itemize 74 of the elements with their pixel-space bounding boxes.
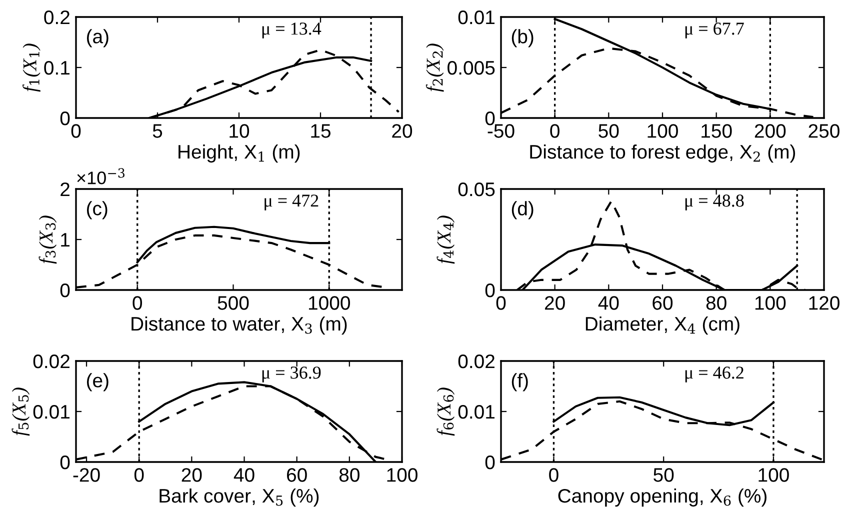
x-tick-label: 15 <box>311 124 330 138</box>
x-tick-label: 150 <box>702 124 732 138</box>
annotation: μ = 48.8 <box>685 194 744 210</box>
x-tick-label: 120 <box>809 296 840 310</box>
x-tick-label: 60 <box>652 296 673 310</box>
x-tick-label: -20 <box>73 468 100 482</box>
x-tick-label: -50 <box>488 124 514 138</box>
annotation: (a) <box>86 29 108 48</box>
y-axis-title: f$_{5}$(X$_{5}$) <box>12 388 30 436</box>
x-tick-label: 60 <box>287 468 307 482</box>
x-tick-label: 10 <box>230 124 250 138</box>
x-tick-label: 100 <box>648 124 678 138</box>
y-tick-label: 0.01 <box>33 404 70 419</box>
x-tick-label: 100 <box>387 468 418 482</box>
y-axis-title: f$_{3}$(X$_{3}$) <box>38 216 57 264</box>
y-tick-label: 0.05 <box>458 182 495 196</box>
x-tick-label: 0 <box>71 124 81 138</box>
x-tick-label: 0 <box>550 124 560 138</box>
x-tick-label: 40 <box>234 468 254 482</box>
y-tick-label: 0.1 <box>44 60 70 75</box>
y-tick-label: 0 <box>485 111 495 126</box>
x-tick-label: 80 <box>339 468 360 482</box>
x-axis-title: Diameter, X$_{4}$ (cm) <box>586 316 740 335</box>
annotation: (c) <box>86 201 108 220</box>
annotation: (e) <box>86 373 108 392</box>
annotation: μ = 472 <box>264 194 318 210</box>
x-tick-label: 1000 <box>308 296 350 310</box>
annotation: (b) <box>512 29 534 48</box>
y-axis-title: f$_{1}$(X$_{1}$) <box>22 44 40 92</box>
x-axis-title: Canopy opening, X$_{6}$ (%) <box>558 488 766 507</box>
x-tick-label: 100 <box>755 296 786 310</box>
x-axis-title: Height, X$_{1}$ (m) <box>178 144 300 163</box>
x-tick-label: 0 <box>134 468 144 482</box>
x-axis-title: Distance to water, X$_{3}$ (m) <box>132 316 347 335</box>
y-tick-label: 1 <box>61 233 70 247</box>
x-tick-label: 0 <box>496 296 506 310</box>
x-tick-label: 20 <box>182 468 202 482</box>
x-tick-label: 0 <box>132 296 142 310</box>
y-tick-label: 0.01 <box>458 404 494 419</box>
y-axis-title: f$_{2}$(X$_{2}$) <box>426 44 444 92</box>
annotation: (f) <box>512 373 528 392</box>
text: ×10$^{−3}$ <box>77 168 124 184</box>
annotation: μ = 46.2 <box>685 366 744 382</box>
y-tick-label: 0.01 <box>458 10 494 24</box>
y-tick-label: 0 <box>60 283 70 298</box>
y-tick-label: 0 <box>485 283 495 298</box>
x-tick-label: 40 <box>598 296 619 310</box>
y-tick-label: 0.005 <box>448 60 495 75</box>
y-tick-label: 0.2 <box>44 10 70 24</box>
annotation: μ = 67.7 <box>685 22 744 38</box>
y-tick-label: 0.02 <box>458 354 494 368</box>
y-tick-label: 0 <box>60 455 70 470</box>
annotation: μ = 13.4 <box>262 22 322 38</box>
y-tick-label: 2 <box>60 182 70 196</box>
annotation: (d) <box>512 201 534 220</box>
x-tick-label: 80 <box>706 296 726 310</box>
y-axis-title: f$_{4}$(X$_{4}$) <box>436 216 455 264</box>
x-tick-label: 200 <box>754 124 786 138</box>
x-tick-label: 50 <box>654 468 674 482</box>
y-tick-label: 0 <box>485 455 495 470</box>
x-tick-label: 100 <box>758 468 789 482</box>
x-tick-label: 20 <box>545 296 565 310</box>
x-axis-title: Distance to forest edge, X$_{2}$ (m) <box>530 144 796 163</box>
annotation: μ = 36.9 <box>262 366 321 382</box>
y-tick-label: 0 <box>60 111 70 126</box>
y-axis-title: f$_{6}$(X$_{6}$) <box>436 388 455 436</box>
x-tick-label: 500 <box>218 296 249 310</box>
x-tick-label: 50 <box>598 124 619 138</box>
x-tick-label: 20 <box>392 124 412 138</box>
x-tick-label: 250 <box>808 124 840 138</box>
y-tick-label: 0.02 <box>33 354 70 368</box>
x-tick-label: 5 <box>152 124 162 138</box>
x-tick-label: 0 <box>549 468 558 482</box>
x-axis-title: Bark cover, X$_{5}$ (%) <box>160 488 319 507</box>
